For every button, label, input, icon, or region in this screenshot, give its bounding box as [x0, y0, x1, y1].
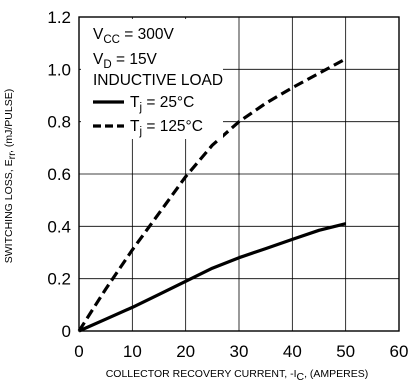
- y-axis-label-main: SWITCHING LOSS, E: [3, 159, 15, 263]
- x-tick-label: 20: [176, 342, 195, 361]
- x-axis-label-tail: , (AMPERES): [304, 368, 368, 380]
- series-line-tj-25c: [78, 222, 347, 333]
- tick-labels: 0 10 20 30 40 50 60 0 0.2 0.4 0.6 0.8 1.0 1.2: [47, 8, 408, 361]
- y-axis-label-tail: , (mJ/PULSE): [3, 89, 15, 153]
- series-layer: [77, 57, 347, 333]
- y-tick-label: 0: [62, 322, 71, 341]
- x-tick-label: 40: [283, 342, 302, 361]
- legend-label-tj-25c: Tj = 25°C: [130, 94, 194, 114]
- series-line-tj-125c: [77, 57, 347, 332]
- y-tick-label: 0.4: [47, 217, 71, 236]
- condition-vd: VD = 15V: [93, 51, 158, 71]
- x-tick-label: 50: [336, 342, 355, 361]
- x-tick-label: 10: [123, 342, 142, 361]
- y-tick-label: 0.2: [47, 270, 71, 289]
- x-tick-label: 60: [390, 342, 409, 361]
- y-axis-label: SWITCHING LOSS, Err, (mJ/PULSE): [3, 89, 18, 263]
- x-tick-label: 30: [230, 342, 249, 361]
- y-tick-label: 1.2: [47, 8, 71, 27]
- x-tick-label: 0: [74, 342, 83, 361]
- legend-label-tj-125c: Tj = 125°C: [130, 118, 203, 138]
- condition-vcc: VCC = 300V: [93, 26, 174, 46]
- y-tick-label: 0.8: [47, 113, 71, 132]
- condition-load: INDUCTIVE LOAD: [93, 72, 223, 89]
- plot-frame: [78, 16, 400, 332]
- x-axis-label-main: COLLECTOR RECOVERY CURRENT, -I: [106, 368, 297, 380]
- y-tick-label: 0.6: [47, 165, 71, 184]
- x-axis-label: COLLECTOR RECOVERY CURRENT, -IC, (AMPERE…: [106, 368, 369, 383]
- x-axis-label-sub: C: [297, 371, 305, 383]
- y-tick-label: 1.0: [47, 60, 71, 79]
- y-axis-label-sub: rr: [6, 152, 18, 159]
- legend-background: [81, 19, 223, 139]
